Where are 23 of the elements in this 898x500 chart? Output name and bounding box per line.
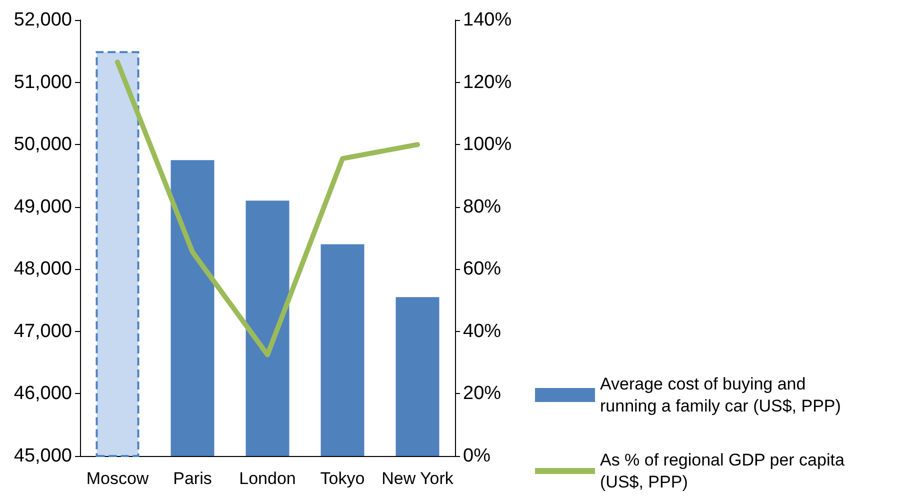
y2-tick-label: 40%	[463, 320, 502, 342]
legend-label: As % of regional GDP per capita (US$, PPP)	[600, 450, 850, 492]
y2-tick-label: 60%	[463, 258, 502, 280]
y2-tick-label: 20%	[463, 383, 502, 404]
y-tick-label: 45,000	[14, 446, 72, 466]
y-tick-label: 51,000	[14, 72, 72, 93]
y-tick-label: 50,000	[14, 134, 72, 156]
y2-tick-label: 80%	[463, 196, 502, 218]
y-tick-label: 52,000	[14, 10, 72, 30]
legend-label: Average cost of buying and running a family car (US$, PPP)	[600, 374, 841, 416]
x-tick-label: Tokyo	[320, 469, 365, 488]
x-tick-label: Moscow	[86, 469, 150, 488]
y2-tick-label: 100%	[463, 134, 512, 156]
y-tick-label: 47,000	[14, 320, 72, 342]
x-tick-label: New York	[382, 469, 454, 488]
y-tick-label: 46,000	[14, 383, 72, 404]
y2-tick-label: 0%	[463, 446, 491, 466]
y2-tick-label: 120%	[463, 72, 512, 93]
y2-tick-label: 140%	[463, 10, 512, 30]
y-tick-label: 49,000	[14, 196, 72, 218]
x-tick-label: Paris	[173, 469, 212, 488]
x-tick-label: London	[239, 469, 296, 488]
y-tick-label: 48,000	[14, 258, 72, 280]
